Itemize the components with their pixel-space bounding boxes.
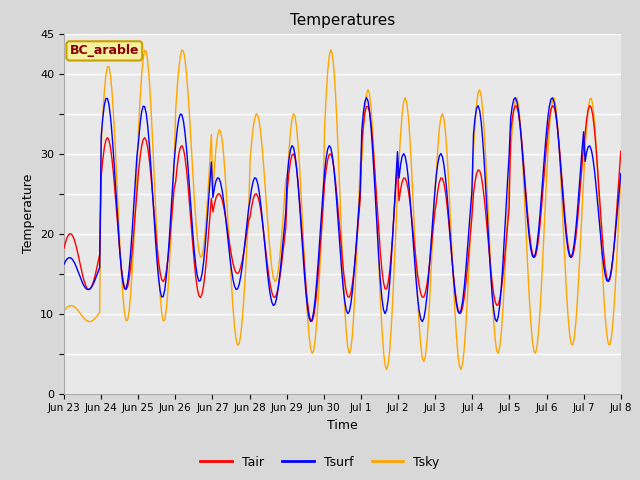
- Legend: Tair, Tsurf, Tsky: Tair, Tsurf, Tsky: [195, 451, 445, 474]
- Title: Temperatures: Temperatures: [290, 13, 395, 28]
- Text: BC_arable: BC_arable: [70, 44, 139, 58]
- X-axis label: Time: Time: [327, 419, 358, 432]
- Y-axis label: Temperature: Temperature: [22, 174, 35, 253]
